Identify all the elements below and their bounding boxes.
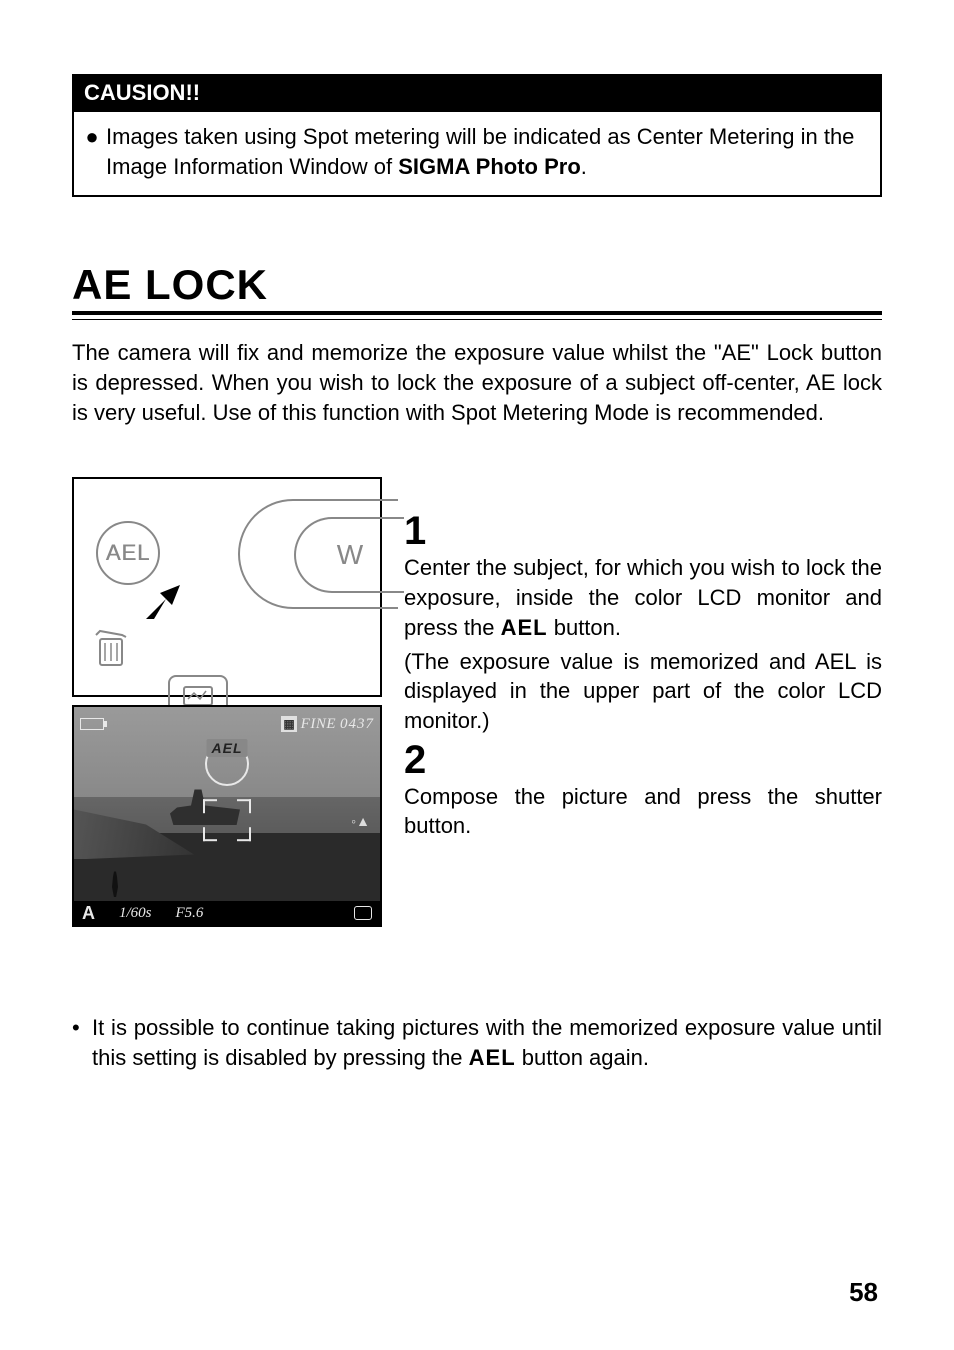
zoom-w-label: W bbox=[337, 539, 363, 571]
zoom-rocker-outer: W bbox=[238, 499, 398, 609]
battery-icon bbox=[80, 718, 104, 730]
steps-area: AEL W bbox=[72, 477, 882, 927]
caution-text-part2: . bbox=[581, 154, 587, 179]
trash-icon bbox=[94, 629, 128, 667]
step-1-text-b: button. bbox=[548, 615, 621, 640]
ael-inline-label: AEL bbox=[501, 615, 548, 640]
note-bullet: • bbox=[72, 1013, 92, 1072]
caution-body: ● Images taken using Spot metering will … bbox=[74, 112, 880, 195]
bullet-icon: ● bbox=[78, 122, 106, 181]
note-text-b: button again. bbox=[516, 1045, 649, 1070]
ael-inline-label-2: AEL bbox=[469, 1045, 516, 1070]
lcd-bottombar: A 1/60s F5.6 bbox=[74, 901, 380, 925]
ael-indicator: AEL bbox=[207, 739, 248, 757]
intro-paragraph: The camera will fix and memorize the exp… bbox=[72, 338, 882, 427]
step-2-text: Compose the picture and press the shutte… bbox=[404, 782, 882, 841]
title-underline bbox=[72, 311, 882, 320]
figure-camera-buttons: AEL W bbox=[72, 477, 382, 697]
step-1-text-a: Center the subject, for which you wish t… bbox=[404, 555, 882, 639]
aperture-value: F5.6 bbox=[176, 905, 204, 922]
lcd-topbar: ▦ FINE 0437 bbox=[80, 713, 374, 735]
step-number-1: 1 bbox=[404, 511, 882, 551]
quality-label: FINE bbox=[301, 716, 336, 733]
step-1-text: Center the subject, for which you wish t… bbox=[404, 553, 882, 642]
arrow-icon bbox=[142, 583, 182, 623]
caution-text-bold: SIGMA Photo Pro bbox=[398, 154, 581, 179]
note-text: It is possible to continue taking pictur… bbox=[92, 1013, 882, 1072]
exposure-mode: A bbox=[82, 903, 95, 924]
face-detect-icon: ◦▲ bbox=[351, 813, 370, 829]
step-1-note: (The exposure value is memorized and AEL… bbox=[404, 647, 882, 736]
playback-icon bbox=[178, 681, 234, 707]
shot-count: 0437 bbox=[340, 716, 374, 733]
steps-column: 1 Center the subject, for which you wish… bbox=[404, 477, 882, 927]
note-area: • It is possible to continue taking pict… bbox=[72, 1013, 882, 1072]
page-number: 58 bbox=[849, 1277, 878, 1308]
section-title: AE LOCK bbox=[72, 261, 882, 309]
figures-column: AEL W bbox=[72, 477, 382, 927]
zoom-rocker-inner: W bbox=[294, 517, 404, 593]
focus-bracket bbox=[203, 800, 251, 842]
shutter-speed: 1/60s bbox=[119, 905, 152, 922]
quality-grid-icon: ▦ bbox=[281, 716, 296, 732]
ael-button-circle: AEL bbox=[96, 521, 160, 585]
lcd-topright: ▦ FINE 0437 bbox=[281, 716, 374, 733]
caution-header: CAUSION!! bbox=[74, 76, 880, 112]
caution-box: CAUSION!! ● Images taken using Spot mete… bbox=[72, 74, 882, 197]
ael-button-label: AEL bbox=[106, 540, 151, 566]
caution-text: Images taken using Spot metering will be… bbox=[106, 122, 866, 181]
step-number-2: 2 bbox=[404, 740, 882, 780]
af-mode-icon bbox=[354, 906, 372, 920]
bottom-button-outline bbox=[168, 675, 228, 705]
figure-lcd-preview: ▦ FINE 0437 AEL ◦▲ A 1/60s F5.6 bbox=[72, 705, 382, 927]
